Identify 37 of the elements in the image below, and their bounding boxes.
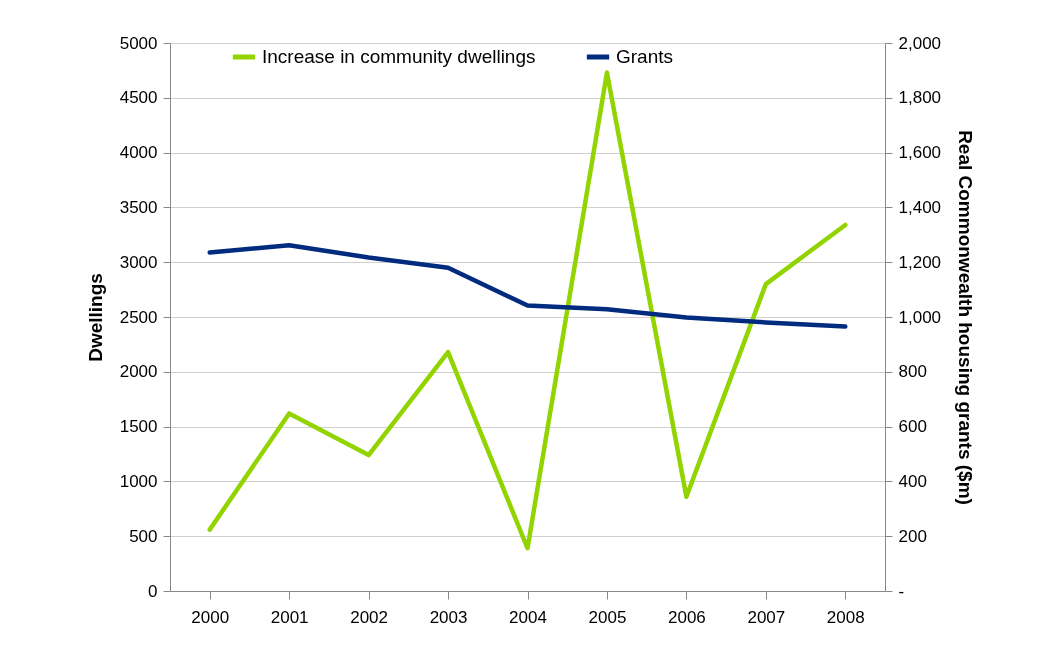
y2-axis-title: Real Commonwealth housing grants ($m)	[955, 130, 977, 505]
y-tick-label: 0	[148, 581, 158, 601]
y2-tick-label: 1,600	[898, 143, 942, 163]
y-tick-label: 2000	[119, 362, 158, 382]
x-tick-label: 2000	[191, 607, 230, 627]
line-series	[207, 70, 848, 551]
y2-tick-label: -	[898, 581, 905, 601]
legend-label: Increase in community dwellings	[262, 46, 536, 67]
y-tick-label: 2500	[119, 307, 158, 327]
legend-label: Grants	[616, 46, 674, 67]
y-tick-label: 3500	[119, 197, 158, 217]
x-tick-label: 2003	[429, 607, 468, 627]
y-axis-title: Dwellings	[84, 273, 106, 362]
y2-tick-label: 1,200	[898, 252, 942, 272]
y-tick-label: 1000	[119, 471, 158, 491]
x-tick-label: 2004	[509, 607, 547, 627]
line-series	[207, 242, 848, 329]
y-tick-label: 4500	[119, 88, 158, 108]
y2-tick-label: 2,000	[898, 33, 942, 53]
y2-tick-label: 800	[898, 362, 927, 382]
y-tick-label: 5000	[119, 33, 158, 53]
x-tick-label: 2006	[667, 607, 706, 627]
x-tick-label: 2007	[747, 607, 786, 627]
y-tick-label: 4000	[119, 143, 158, 163]
y2-tick-label: 1,800	[898, 88, 942, 108]
y2-tick-label: 1,000	[898, 307, 942, 327]
y2-tick-label: 600	[898, 417, 927, 437]
x-tick-label: 2008	[826, 607, 865, 627]
x-tick-label: 2001	[270, 607, 309, 627]
y2-tick-label: 200	[898, 526, 927, 546]
y2-tick-label: 1,400	[898, 197, 942, 217]
y-tick-label: 500	[129, 526, 158, 546]
x-tick-label: 2002	[350, 607, 389, 627]
y2-tick-label: 400	[898, 471, 927, 491]
y-tick-label: 1500	[119, 417, 158, 437]
x-tick-label: 2005	[588, 607, 627, 627]
y-tick-label: 3000	[119, 252, 158, 272]
